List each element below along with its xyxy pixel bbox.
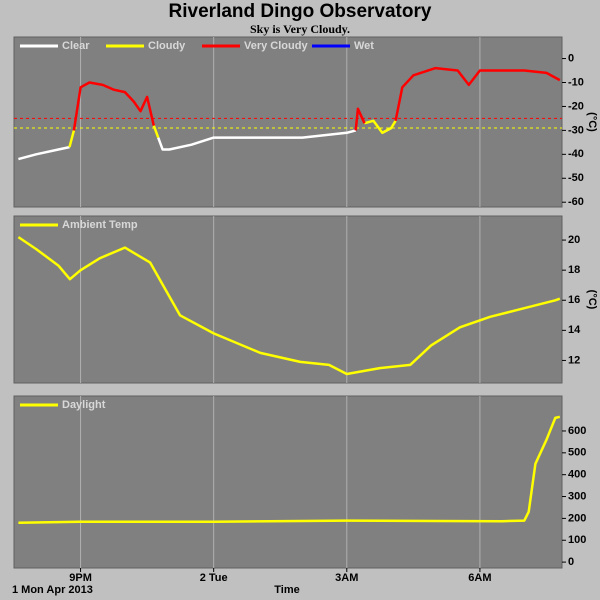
y-tick-label: 14 bbox=[568, 324, 581, 336]
chart-title: Riverland Dingo Observatory bbox=[169, 1, 432, 22]
series-line bbox=[68, 119, 397, 148]
legend-label: Clear bbox=[62, 40, 90, 52]
y-tick-label: 0 bbox=[568, 556, 574, 568]
y-tick-label: -50 bbox=[568, 172, 584, 184]
x-axis-label: Time bbox=[274, 584, 299, 596]
y-tick-label: 200 bbox=[568, 512, 586, 524]
y-tick-label: -10 bbox=[568, 76, 584, 88]
x-tick-label: 9PM bbox=[69, 572, 92, 584]
y-tick-label: 600 bbox=[568, 425, 586, 437]
y-tick-label: 300 bbox=[568, 490, 586, 502]
series-line bbox=[18, 415, 561, 525]
x-tick-label: 6AM bbox=[468, 572, 491, 584]
chart-subtitle: Sky is Very Cloudy. bbox=[250, 22, 350, 36]
legend-label: Wet bbox=[354, 40, 374, 52]
y-tick-label: 12 bbox=[568, 354, 580, 366]
plot-area bbox=[13, 36, 563, 208]
y-tick-label: -30 bbox=[568, 124, 584, 136]
y-tick-label: 0 bbox=[568, 52, 574, 64]
legend-label: Very Cloudy bbox=[244, 40, 308, 52]
series-line bbox=[17, 236, 561, 376]
y-tick-label: 18 bbox=[568, 264, 580, 276]
y-tick-label: 16 bbox=[568, 294, 580, 306]
y-tick-label: -20 bbox=[568, 100, 584, 112]
y-tick-label: -60 bbox=[568, 196, 584, 208]
legend-label: Cloudy bbox=[148, 40, 186, 52]
y-tick-label: 400 bbox=[568, 469, 586, 481]
x-tick-label: 2 Tue bbox=[200, 572, 228, 584]
series-line bbox=[72, 66, 561, 131]
y-tick-label: -40 bbox=[568, 148, 584, 160]
y-tick-label: 500 bbox=[568, 447, 586, 459]
date-label: 1 Mon Apr 2013 bbox=[12, 584, 93, 596]
legend-label: Daylight bbox=[62, 399, 106, 411]
y-axis-label: (°C) bbox=[586, 112, 598, 132]
x-tick-label: 3AM bbox=[335, 572, 358, 584]
plot-area bbox=[13, 215, 563, 384]
y-axis-label: (°C) bbox=[586, 290, 598, 310]
legend-label: Ambient Temp bbox=[62, 219, 138, 231]
plot-area bbox=[13, 395, 563, 569]
y-tick-label: 20 bbox=[568, 234, 580, 246]
y-tick-label: 100 bbox=[568, 534, 586, 546]
